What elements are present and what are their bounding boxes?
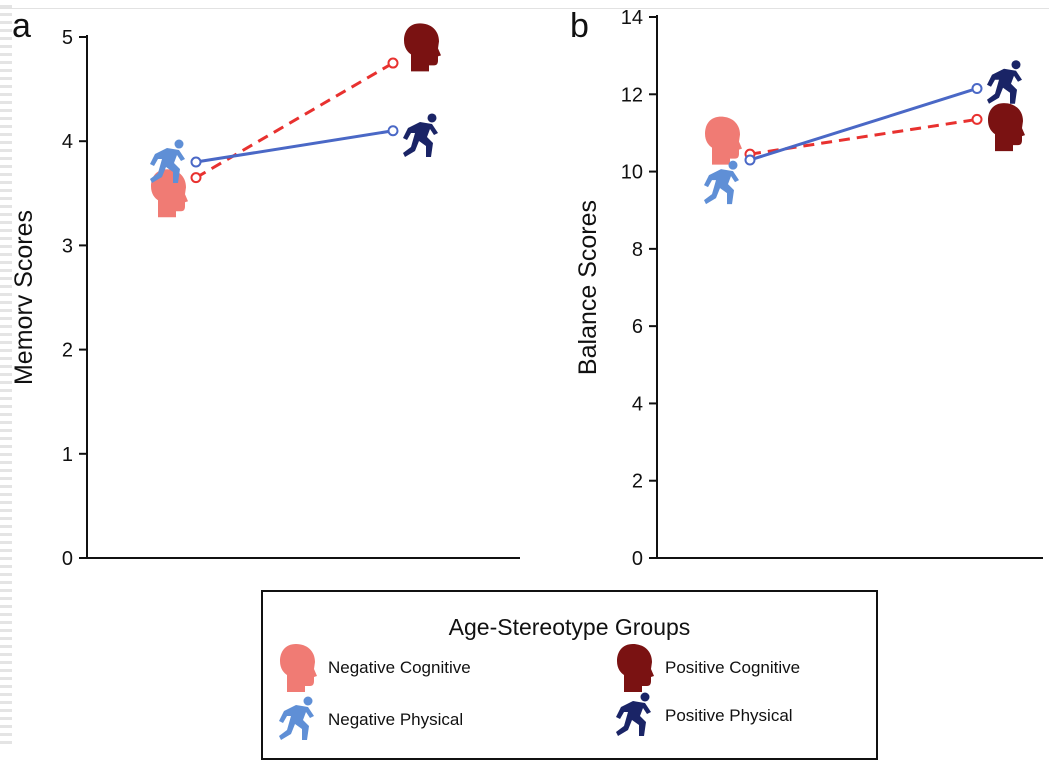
panel-b-runner-icon-1-head bbox=[728, 160, 738, 170]
panel-a-runner-icon-1-head bbox=[174, 139, 184, 149]
legend-label-negative-cognitive: Negative Cognitive bbox=[328, 658, 471, 677]
panel-a-point-1-0 bbox=[190, 156, 202, 168]
panel-b-runner-icon-1 bbox=[704, 160, 739, 205]
panel-a-point-0-0 bbox=[190, 172, 202, 184]
panel-b-y-axis-title: Balance Scores bbox=[574, 200, 602, 375]
legend-label-positive-cognitive: Positive Cognitive bbox=[665, 658, 801, 677]
panel-a-runner-icon-3-head bbox=[427, 113, 437, 123]
runner-icon bbox=[616, 692, 651, 736]
panel-b-series-line-1 bbox=[749, 87, 978, 162]
top-divider bbox=[0, 8, 1049, 9]
panel-a-runner-icon-3-body bbox=[403, 121, 438, 157]
legend-item-positive-physical: Positive Physical bbox=[615, 692, 793, 740]
panel-b-runner-icon-3-body bbox=[987, 68, 1022, 104]
page-edge-stripes bbox=[0, 0, 12, 746]
panel-a-y-axis-title: Memorv Scores bbox=[10, 210, 38, 385]
panel-b-head-icon-0-shape bbox=[705, 116, 742, 165]
panel-b-tick-label: 2 bbox=[632, 471, 643, 493]
panel-b-label: b bbox=[570, 7, 589, 45]
panel-b-tick-label: 4 bbox=[632, 393, 643, 415]
panel-a-head-icon-2-shape bbox=[404, 23, 441, 72]
panel-a-head-icon-0 bbox=[151, 169, 188, 218]
panel-a-head-icon-0-shape bbox=[151, 169, 188, 218]
legend-item-negative-physical: Negative Physical bbox=[278, 696, 463, 744]
panel-a-runner-icon-1 bbox=[150, 139, 185, 184]
legend-item-positive-cognitive: Positive Cognitive bbox=[615, 642, 800, 694]
legend-title: Age-Stereotype Groups bbox=[448, 614, 691, 640]
panel-b-tick-label: 6 bbox=[632, 316, 643, 338]
panel-b-tick-label: 14 bbox=[621, 7, 643, 29]
legend-item-negative-cognitive: Negative Cognitive bbox=[278, 642, 471, 694]
legend-label-negative-physical: Negative Physical bbox=[328, 710, 464, 729]
legend: Age-Stereotype Groups Negative Cognitive… bbox=[261, 590, 878, 760]
panel-a-point-0-1 bbox=[387, 57, 399, 69]
panel-b-head-icon-2-shape bbox=[988, 103, 1025, 152]
panel-b-point-1-1 bbox=[971, 82, 983, 94]
panel-a-point-1-1 bbox=[387, 125, 399, 137]
runner-icon bbox=[279, 696, 314, 740]
panel-a-tick-label: 4 bbox=[62, 131, 73, 153]
panel-a-tick-label: 3 bbox=[62, 235, 73, 257]
panel-b-point-1-0 bbox=[744, 154, 756, 166]
panel-b-runner-icon-3-head bbox=[1011, 60, 1021, 70]
panel-b-head-icon-0 bbox=[705, 116, 742, 165]
head-icon bbox=[280, 644, 317, 692]
panel-a-head-icon-2 bbox=[404, 23, 441, 72]
panel-b-head-icon-2 bbox=[988, 103, 1025, 152]
panel-a-runner-icon-1-body bbox=[150, 148, 185, 184]
panel-a-tick-label: 5 bbox=[62, 27, 73, 49]
legend-label-positive-physical: Positive Physical bbox=[665, 706, 793, 725]
panel-a-tick-label: 1 bbox=[62, 444, 73, 466]
panel-b-runner-icon-3 bbox=[987, 60, 1022, 104]
panel-a-runner-icon-3 bbox=[403, 113, 438, 157]
panel-b-runner-icon-1-body bbox=[704, 169, 739, 205]
head-icon bbox=[617, 644, 654, 692]
panel-a-tick-label: 2 bbox=[62, 340, 73, 362]
panel-a-label: a bbox=[12, 7, 31, 45]
panel-a-tick-label: 0 bbox=[62, 548, 73, 570]
panel-a-series-line-1 bbox=[195, 129, 394, 164]
panel-b-tick-label: 12 bbox=[621, 84, 643, 106]
panel-a-series-line-0 bbox=[195, 61, 394, 179]
panel-b-tick-label: 0 bbox=[632, 548, 643, 570]
panel-b-point-0-1 bbox=[971, 113, 983, 125]
panel-b-tick-label: 8 bbox=[632, 239, 643, 261]
panel-b-tick-label: 10 bbox=[621, 162, 643, 184]
